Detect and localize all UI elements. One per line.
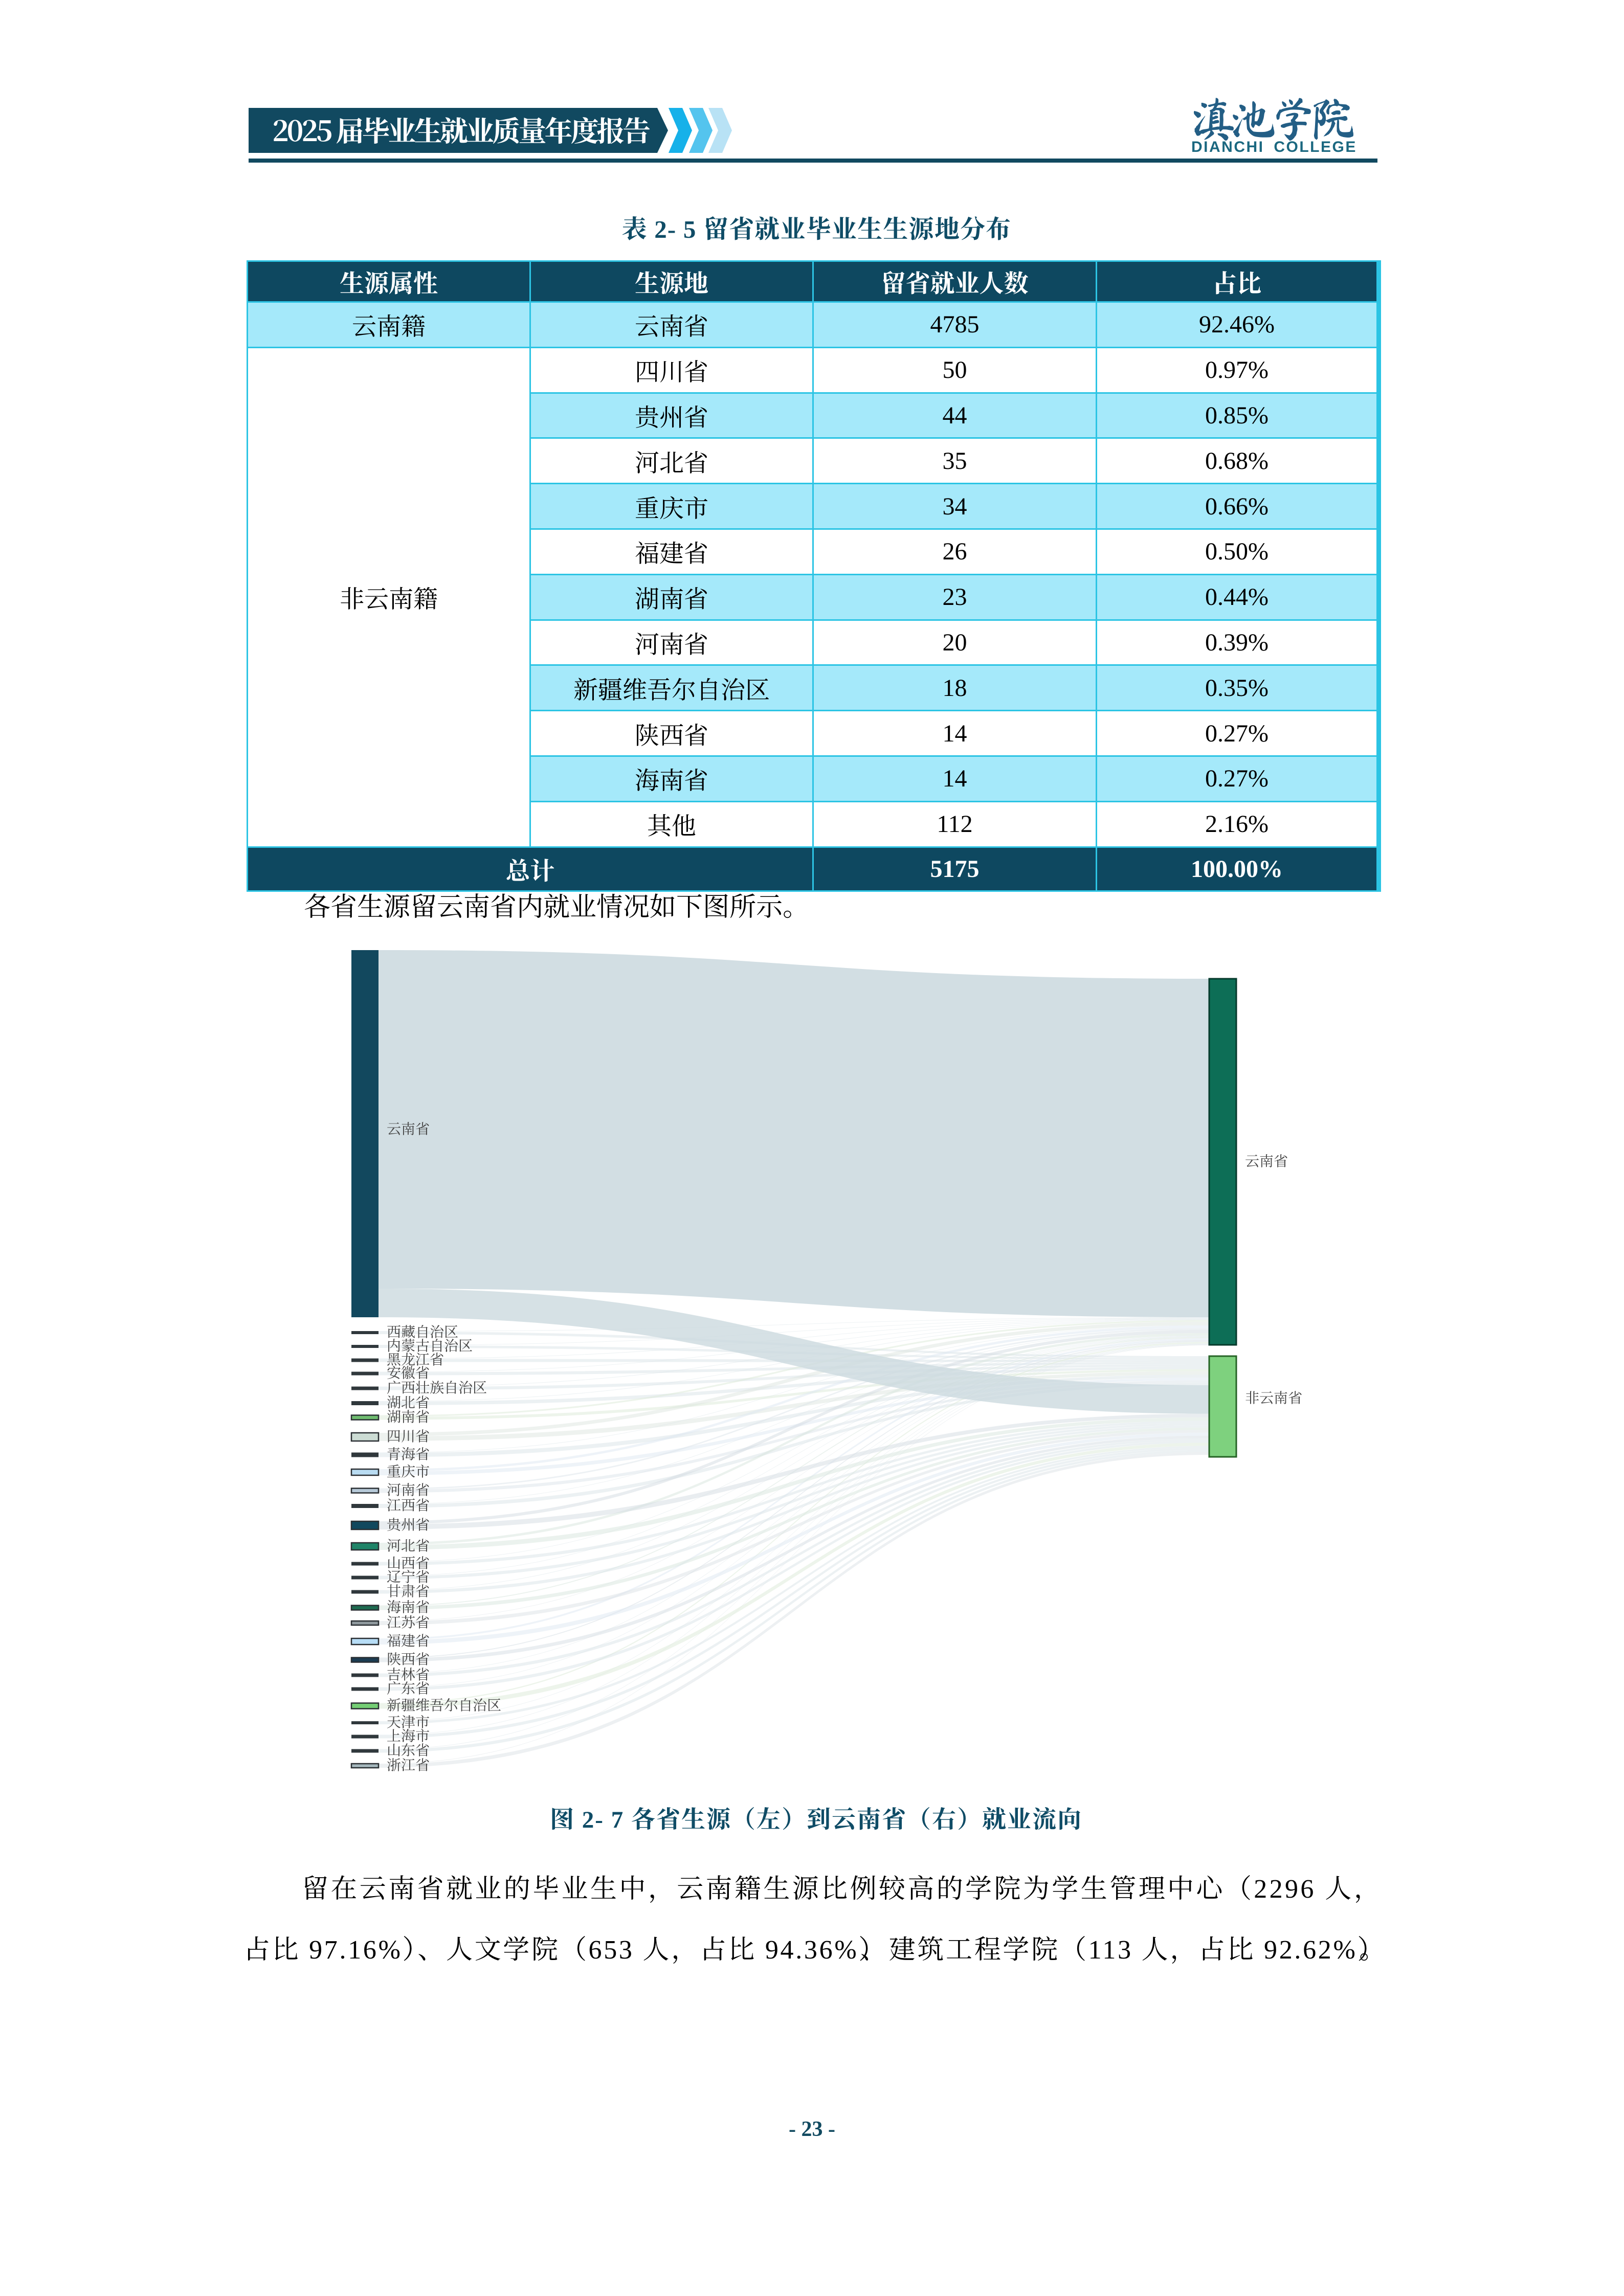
svg-text:贵州省: 贵州省: [387, 1518, 430, 1534]
svg-text:江西省: 江西省: [387, 1498, 430, 1514]
svg-text:内蒙古自治区: 内蒙古自治区: [387, 1339, 473, 1355]
svg-text:黑龙江省: 黑龙江省: [387, 1353, 444, 1368]
svg-text:广东省: 广东省: [387, 1681, 430, 1697]
svg-text:安徽省: 安徽省: [387, 1366, 430, 1382]
svg-text:山西省: 山西省: [387, 1556, 430, 1572]
svg-text:广西壮族自治区: 广西壮族自治区: [387, 1381, 487, 1397]
svg-text:云南省: 云南省: [387, 1122, 430, 1138]
svg-text:新疆维吾尔自治区: 新疆维吾尔自治区: [387, 1698, 501, 1714]
svg-text:河北省: 河北省: [387, 1539, 430, 1555]
svg-text:浙江省: 浙江省: [387, 1758, 430, 1774]
svg-text:云南省: 云南省: [1245, 1154, 1288, 1170]
svg-text:海南省: 海南省: [387, 1600, 430, 1616]
svg-text:非云南省: 非云南省: [1245, 1391, 1302, 1407]
svg-text:河南省: 河南省: [387, 1483, 430, 1499]
svg-text:福建省: 福建省: [387, 1634, 430, 1650]
svg-text:四川省: 四川省: [387, 1429, 430, 1445]
svg-text:陕西省: 陕西省: [387, 1652, 430, 1668]
svg-text:湖南省: 湖南省: [387, 1410, 430, 1426]
svg-text:西藏自治区: 西藏自治区: [387, 1325, 458, 1341]
svg-text:吉林省: 吉林省: [387, 1668, 430, 1683]
svg-text:上海市: 上海市: [387, 1729, 430, 1745]
svg-text:辽宁省: 辽宁省: [387, 1570, 430, 1586]
svg-text:天津市: 天津市: [387, 1715, 430, 1731]
svg-text:江苏省: 江苏省: [387, 1615, 430, 1631]
svg-text:湖北省: 湖北省: [387, 1395, 430, 1411]
svg-text:重庆市: 重庆市: [387, 1465, 430, 1480]
svg-text:青海省: 青海省: [387, 1447, 430, 1463]
svg-text:甘肃省: 甘肃省: [387, 1584, 430, 1600]
svg-text:山东省: 山东省: [387, 1743, 430, 1759]
